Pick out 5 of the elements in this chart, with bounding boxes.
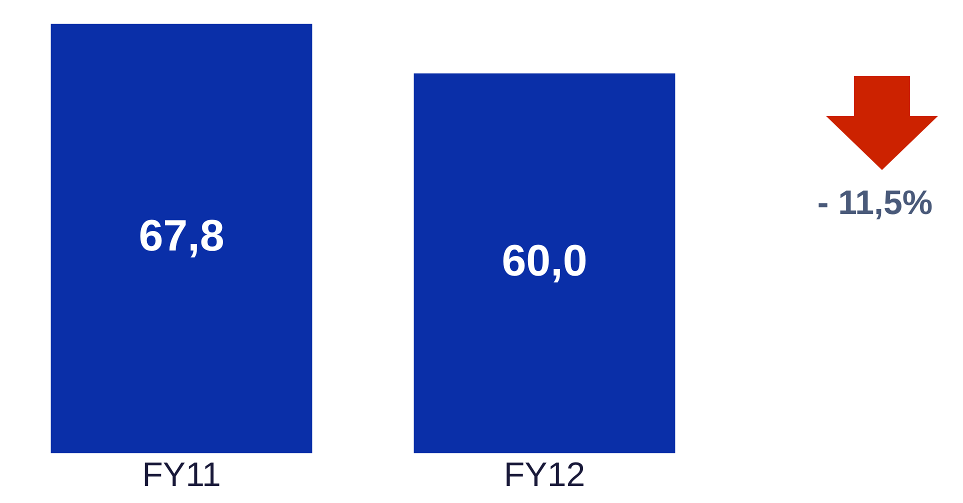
data-label: 67,8 <box>138 212 224 261</box>
data-label: 60,0 <box>502 236 588 286</box>
x-tick-label: FY11 <box>142 456 221 494</box>
text: - 11,5% <box>816 184 934 223</box>
x-tick-label: FY12 <box>504 456 586 494</box>
